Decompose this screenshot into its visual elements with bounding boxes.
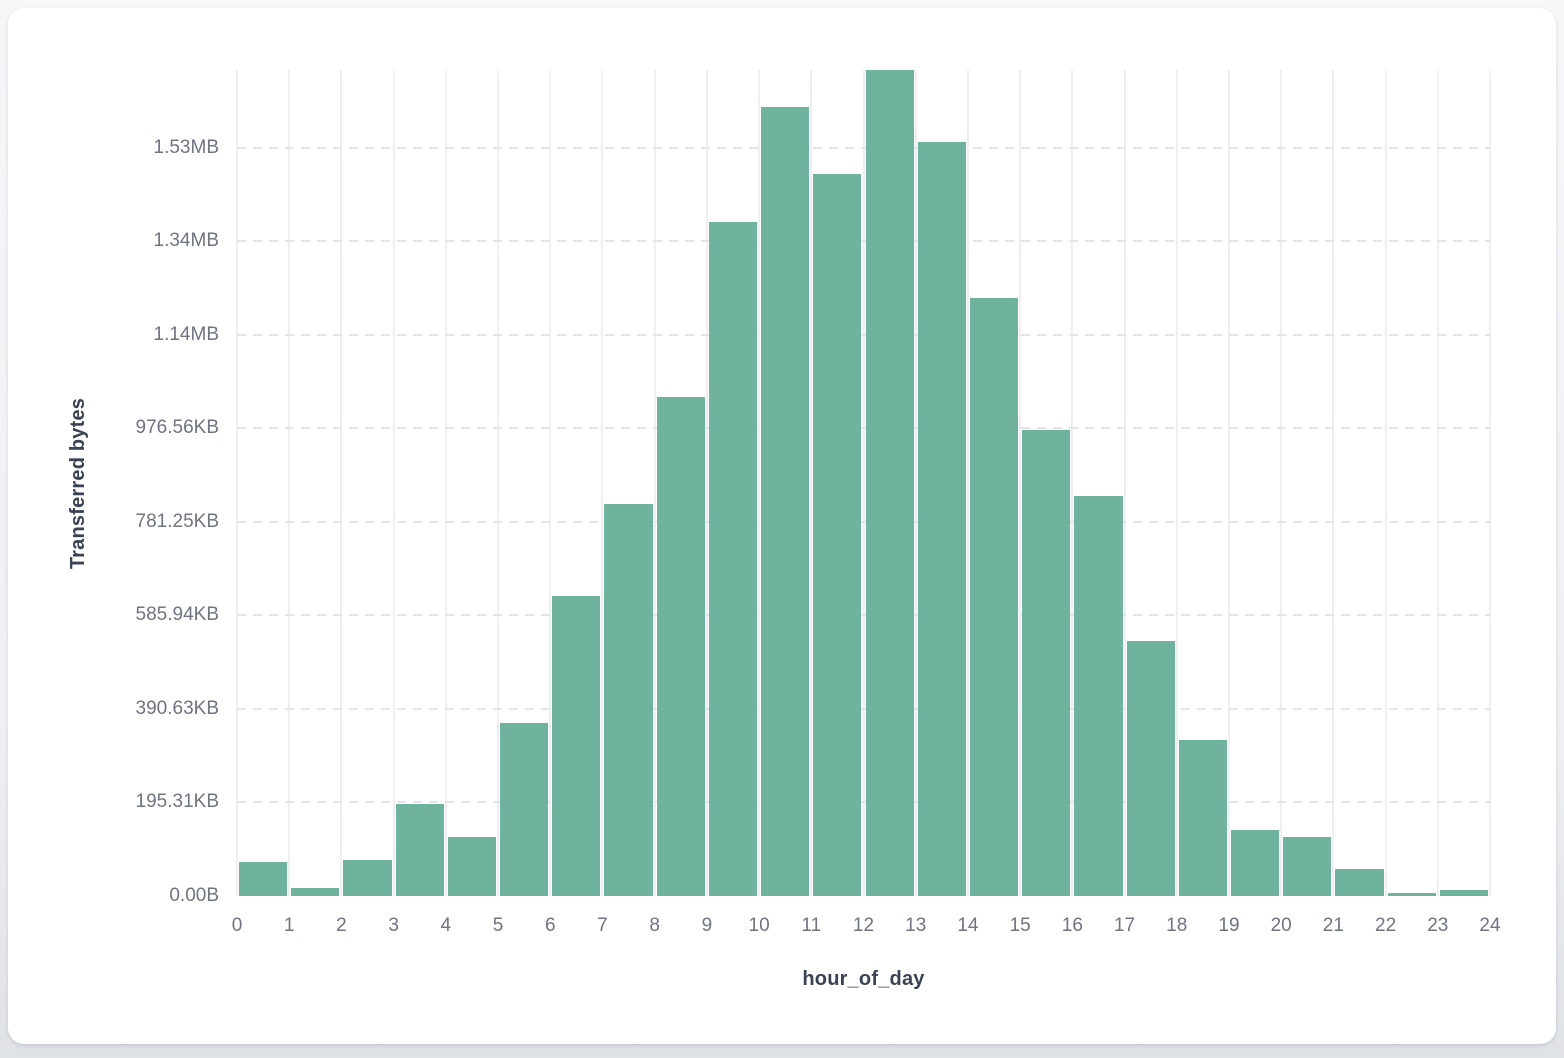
y-tick-label: 585.94KB	[135, 604, 219, 626]
y-tick-label: 0.00B	[169, 885, 219, 906]
vertical-gridline	[1489, 70, 1491, 896]
x-tick-label: 6	[544, 915, 556, 936]
histogram-bar[interactable]	[447, 837, 497, 896]
plot-area	[236, 70, 1491, 896]
vertical-gridline	[549, 70, 552, 896]
y-tick-label: 1.53MB	[153, 136, 219, 158]
histogram-bar[interactable]	[343, 860, 392, 896]
x-tick-label: 22	[1375, 915, 1397, 936]
histogram-bar[interactable]	[395, 803, 444, 896]
horizontal-gridline	[237, 707, 1490, 710]
histogram-bar[interactable]	[865, 70, 914, 896]
histogram-bar[interactable]	[500, 722, 549, 896]
x-tick-label: 24	[1479, 915, 1501, 936]
x-axis-tick-labels: 0 1 2 3 4 5 6 7 8 9 10 11 12 13 14 15 16 17 18 19 20 21 22 23 24	[232, 915, 1501, 939]
x-tick-label: 14	[957, 915, 979, 936]
histogram-bar[interactable]	[1439, 889, 1488, 896]
x-tick-label: 23	[1427, 915, 1449, 936]
y-tick-label: 390.63KB	[135, 697, 219, 719]
vertical-gridline	[1123, 70, 1126, 896]
vertical-gridline	[966, 70, 969, 896]
histogram-bar[interactable]	[761, 106, 810, 896]
horizontal-gridline	[237, 146, 1490, 149]
x-tick-label: 5	[492, 915, 504, 936]
x-tick-label: 7	[597, 915, 608, 936]
y-tick-label: 781.25KB	[135, 510, 219, 532]
vertical-gridline	[810, 70, 813, 896]
vertical-gridline	[1332, 70, 1335, 896]
histogram-bar[interactable]	[1022, 430, 1071, 896]
y-tick-label: 1.14MB	[153, 323, 219, 345]
vertical-gridline	[497, 70, 500, 896]
histogram-bar[interactable]	[1387, 893, 1436, 896]
x-tick-label: 2	[336, 915, 347, 936]
vertical-gridline	[288, 70, 291, 896]
vertical-gridline	[236, 70, 238, 896]
x-tick-label: 15	[1009, 915, 1031, 936]
x-tick-label: 13	[905, 915, 927, 936]
x-tick-label: 9	[701, 915, 713, 936]
histogram-bar[interactable]	[1230, 830, 1280, 896]
histogram-bar[interactable]	[813, 173, 862, 896]
horizontal-gridline	[237, 520, 1490, 523]
histogram-bar[interactable]	[552, 596, 601, 896]
x-tick-label: 1	[283, 915, 295, 936]
y-tick-label: 1.34MB	[153, 230, 219, 252]
horizontal-gridline	[237, 427, 1490, 430]
vertical-gridline	[601, 70, 604, 896]
horizontal-gridline	[237, 240, 1490, 243]
histogram-bar[interactable]	[969, 297, 1019, 896]
x-tick-label: 18	[1166, 915, 1188, 936]
x-tick-label: 17	[1113, 915, 1136, 936]
histogram-bar[interactable]	[1178, 739, 1227, 896]
x-tick-label: 3	[388, 915, 399, 936]
y-tick-label: 195.31KB	[135, 791, 219, 813]
vertical-gridline	[1019, 70, 1022, 896]
vertical-gridline	[392, 70, 395, 896]
x-tick-label: 8	[649, 915, 660, 936]
histogram-bar[interactable]	[1126, 641, 1175, 896]
x-tick-label: 21	[1322, 915, 1344, 936]
histogram-bar[interactable]	[239, 861, 288, 896]
vertical-gridline	[1280, 70, 1283, 896]
x-tick-label: 4	[440, 915, 452, 936]
vertical-gridline	[914, 70, 917, 896]
horizontal-gridline	[237, 614, 1490, 617]
histogram-bar[interactable]	[604, 504, 653, 896]
vertical-gridline	[1227, 70, 1230, 896]
horizontal-gridline	[237, 333, 1490, 336]
x-tick-label: 10	[748, 915, 770, 936]
x-tick-label: 19	[1218, 915, 1240, 936]
histogram-bar[interactable]	[1335, 868, 1384, 896]
x-tick-label: 16	[1061, 915, 1083, 936]
horizontal-gridline	[237, 801, 1490, 804]
vertical-gridline	[444, 70, 447, 896]
histogram-bar[interactable]	[708, 222, 758, 896]
vertical-gridline	[705, 70, 708, 896]
vertical-gridline	[653, 70, 656, 896]
vertical-gridline	[758, 70, 761, 896]
y-tick-label: 976.56KB	[135, 417, 219, 439]
x-tick-label: 20	[1270, 915, 1292, 936]
vertical-gridline	[862, 70, 865, 896]
histogram-bar[interactable]	[291, 888, 340, 896]
x-tick-label: 0	[231, 915, 243, 936]
x-tick-label: 12	[852, 915, 875, 936]
histogram-bar[interactable]	[1283, 837, 1332, 896]
vertical-gridline	[1384, 70, 1387, 896]
x-axis-title: hour_of_day	[802, 968, 925, 990]
chart-card: Transferred bytes 0.00B 195.31KB 390.63KB 5…	[8, 8, 1556, 1044]
vertical-gridline	[340, 70, 343, 896]
x-tick-label: 11	[801, 915, 822, 936]
histogram-bar[interactable]	[917, 142, 966, 896]
histogram-bar[interactable]	[656, 396, 705, 896]
histogram-bar[interactable]	[1074, 496, 1123, 896]
vertical-gridline	[1436, 70, 1439, 896]
vertical-gridline	[1175, 70, 1178, 896]
vertical-gridline	[1071, 70, 1074, 896]
y-axis-tick-labels: 0.00B 195.31KB 390.63KB 585.94KB 781.25KB 976…	[8, 70, 219, 906]
